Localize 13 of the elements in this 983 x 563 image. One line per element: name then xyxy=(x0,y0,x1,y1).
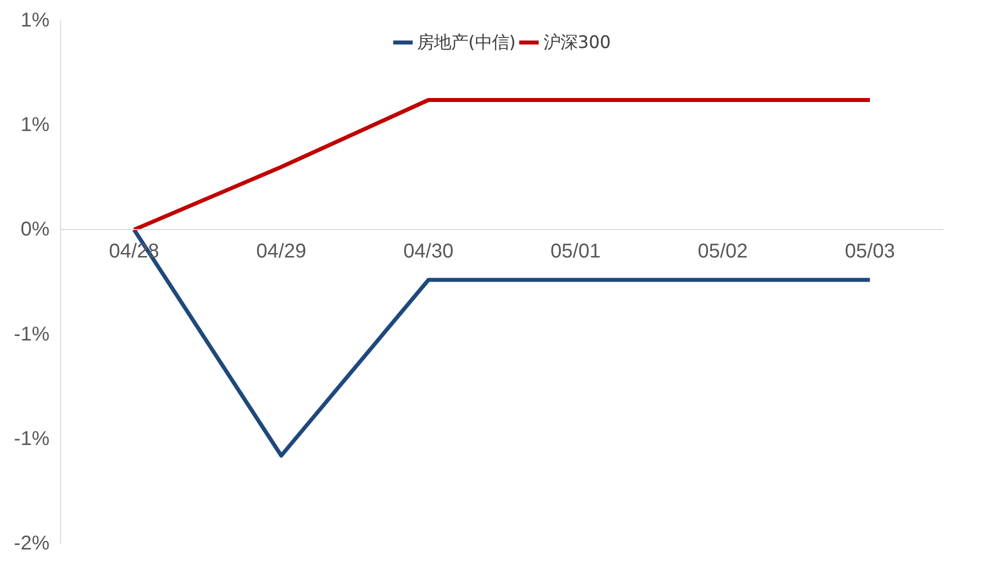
y-tick-label: -1% xyxy=(14,323,50,346)
x-tick-label: 05/02 xyxy=(698,240,748,263)
y-tick-label: -1% xyxy=(14,428,50,450)
legend-label: 沪深300 xyxy=(544,32,611,54)
y-tick-label: -2% xyxy=(14,532,50,554)
y-tick-label: 1% xyxy=(20,10,50,32)
x-tick-label: 04/30 xyxy=(403,240,454,263)
y-tick-label: 0% xyxy=(20,218,50,241)
y-tick-label: 1% xyxy=(20,114,50,136)
legend-label: 房地产(中信) xyxy=(417,32,516,54)
x-tick-label: 04/29 xyxy=(256,240,306,263)
x-tick-label: 05/01 xyxy=(550,240,601,263)
x-tick-label: 05/03 xyxy=(844,240,895,263)
